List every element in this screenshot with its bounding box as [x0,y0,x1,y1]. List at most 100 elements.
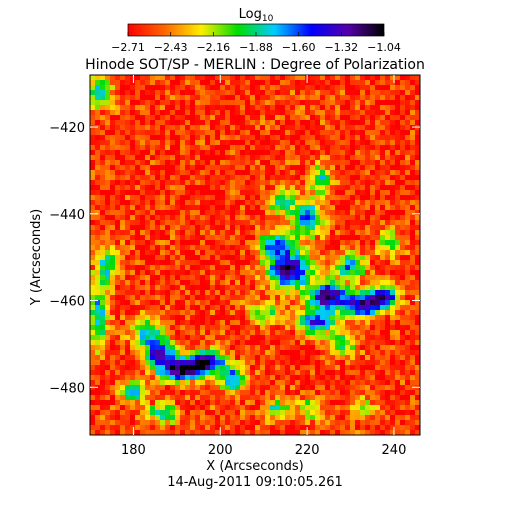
heatmap-cell [125,115,131,121]
heatmap-cell [395,375,401,381]
heatmap-cell [215,115,221,121]
heatmap-cell [235,230,241,236]
heatmap-cell [345,230,351,236]
heatmap-cell [115,205,121,211]
heatmap-cell [200,165,206,171]
heatmap-cell [135,365,141,371]
heatmap-cell [290,235,296,241]
heatmap-cell [375,195,381,201]
heatmap-cell [240,240,246,246]
heatmap-cell [115,265,121,271]
heatmap-cell [415,395,421,401]
heatmap-cell [165,300,171,306]
heatmap-cell [200,340,206,346]
heatmap-cell [265,360,271,366]
heatmap-cell [385,200,391,206]
heatmap-cell [175,260,181,266]
heatmap-cell [110,245,116,251]
heatmap-cell [130,240,136,246]
heatmap-cell [335,240,341,246]
heatmap-cell [200,430,206,436]
heatmap-cell [325,120,331,126]
heatmap-cell [320,190,326,196]
heatmap-cell [135,175,141,181]
heatmap-cell [300,280,306,286]
heatmap-cell [250,420,256,426]
heatmap-cell [310,340,316,346]
heatmap-cell [200,245,206,251]
heatmap-cell [160,310,166,316]
heatmap-cell [255,180,261,186]
heatmap-cell [330,80,336,86]
heatmap-cell [150,115,156,121]
heatmap-cell [210,330,216,336]
heatmap-cell [300,195,306,201]
heatmap-cell [105,105,111,111]
heatmap-cell [410,335,416,341]
heatmap-cell [90,305,96,311]
heatmap-cell [225,160,231,166]
heatmap-cell [265,210,271,216]
heatmap-cell [170,105,176,111]
heatmap-cell [400,155,406,161]
heatmap-cell [295,290,301,296]
heatmap-cell [410,430,416,436]
heatmap-cell [285,315,291,321]
heatmap-cell [195,330,201,336]
heatmap-cell [120,385,126,391]
heatmap-cell [280,100,286,106]
heatmap-cell [325,210,331,216]
heatmap-cell [300,140,306,146]
heatmap-cell [400,95,406,101]
heatmap-cell [415,280,421,286]
heatmap-cell [120,225,126,231]
heatmap-cell [395,335,401,341]
heatmap-cell [355,95,361,101]
heatmap-cell [265,385,271,391]
heatmap-cell [410,315,416,321]
heatmap-cell [140,140,146,146]
heatmap-cell [185,140,191,146]
heatmap-cell [245,120,251,126]
heatmap-cell [270,120,276,126]
heatmap-cell [335,180,341,186]
heatmap-cell [350,360,356,366]
heatmap-cell [300,155,306,161]
heatmap-cell [215,390,221,396]
heatmap-cell [330,400,336,406]
heatmap-cell [190,245,196,251]
heatmap-cell [295,95,301,101]
heatmap-cell [115,385,121,391]
heatmap-cell [110,185,116,191]
heatmap-cell [190,230,196,236]
heatmap-cell [285,195,291,201]
heatmap-cell [180,400,186,406]
heatmap-cell [305,350,311,356]
heatmap-cell [360,280,366,286]
heatmap-cell [305,235,311,241]
heatmap-cell [115,190,121,196]
heatmap-cell [255,130,261,136]
heatmap-cell [370,265,376,271]
heatmap-cell [130,330,136,336]
heatmap-cell [310,305,316,311]
heatmap-cell [185,280,191,286]
heatmap-cell [405,150,411,156]
heatmap-cell [310,265,316,271]
colorbar-ticks: −2.71 −2.43 −2.16 −1.88 −1.60 −1.32 −1.04 [111,32,401,54]
heatmap-cell [230,265,236,271]
heatmap-cell [135,335,141,341]
heatmap-cell [375,305,381,311]
heatmap-cell [190,415,196,421]
timestamp: 14-Aug-2011 09:10:05.261 [167,475,343,490]
heatmap-cell [305,305,311,311]
heatmap-cell [260,145,266,151]
heatmap-cell [305,190,311,196]
heatmap-cell [175,265,181,271]
heatmap-cell [230,220,236,226]
heatmap-cell [130,350,136,356]
heatmap-cell [330,415,336,421]
heatmap-cell [310,420,316,426]
heatmap-cell [170,405,176,411]
heatmap-cell [150,85,156,91]
